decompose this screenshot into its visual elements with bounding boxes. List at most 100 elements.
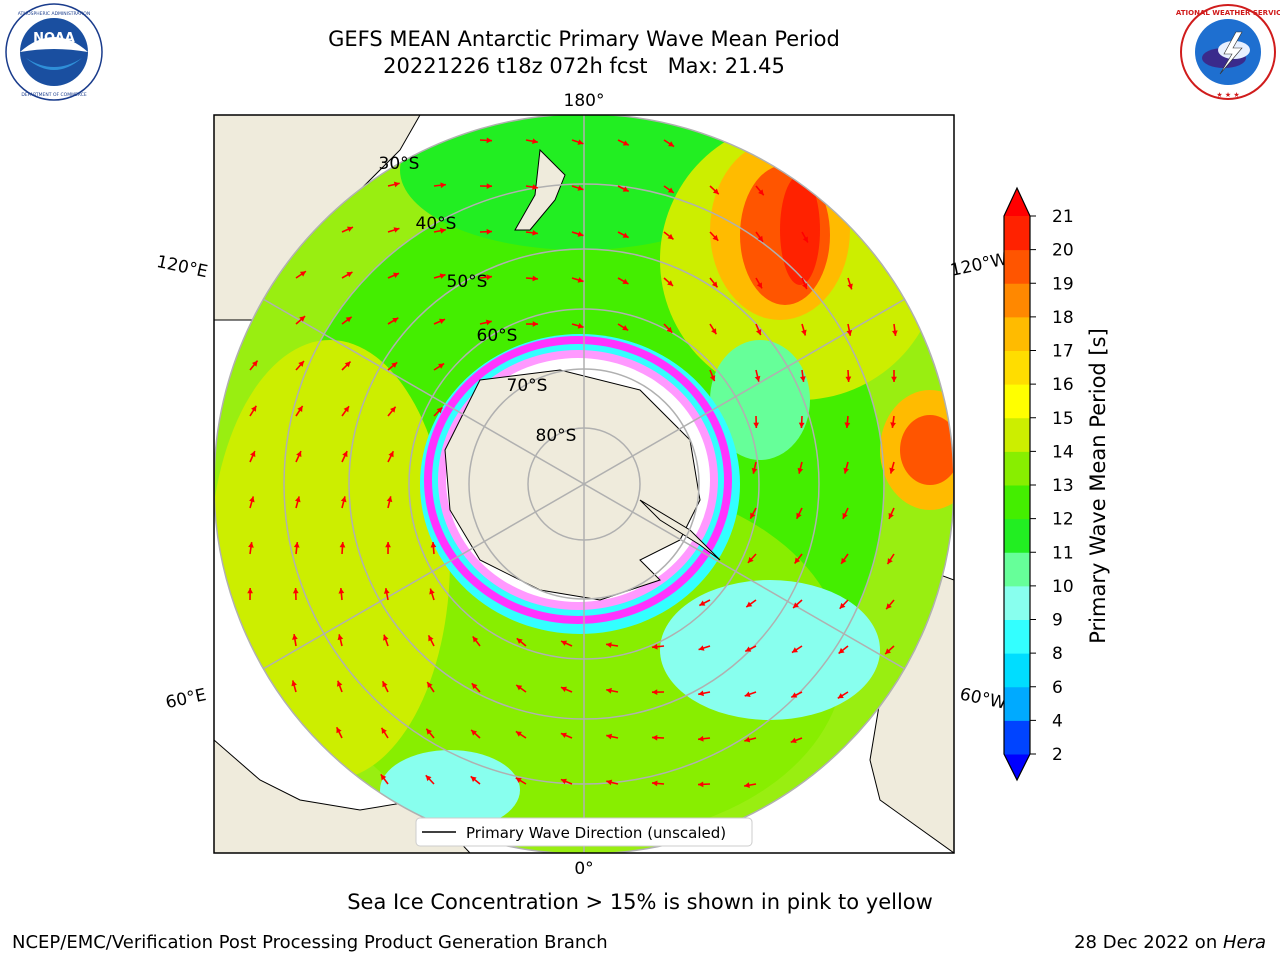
wave-arrow-head bbox=[838, 647, 845, 654]
wave-arrow-head bbox=[515, 777, 522, 783]
wave-arrow-head bbox=[699, 600, 706, 606]
wave-arrow-head bbox=[842, 512, 848, 519]
wave-arrow-head bbox=[698, 781, 704, 788]
wave-arrow-head bbox=[886, 603, 892, 610]
lat-label-30s: 30°S bbox=[379, 154, 420, 174]
wave-arrow-head bbox=[486, 274, 492, 281]
wave-arrow-head bbox=[439, 273, 446, 279]
wave-arrow-head bbox=[532, 229, 538, 236]
wave-arrow-head bbox=[844, 422, 851, 428]
land-antarctica bbox=[444, 369, 701, 601]
wave-arrow-head bbox=[428, 635, 434, 642]
wave-arrow-head bbox=[386, 496, 393, 503]
lon-label-60e: 60°E bbox=[164, 685, 208, 713]
map-legend: Primary Wave Direction (unscaled) bbox=[415, 817, 753, 847]
wave-arrow-head bbox=[390, 406, 396, 413]
wave-arrow-head bbox=[296, 451, 302, 458]
wave-arrow-head bbox=[344, 361, 351, 368]
wave-arrow-head bbox=[744, 782, 750, 788]
wave-arrow-head bbox=[652, 734, 658, 741]
ice-caption: Sea Ice Concentration > 15% is shown in … bbox=[347, 890, 933, 914]
wave-arrow-head bbox=[790, 737, 797, 744]
colorbar-swatch bbox=[1004, 316, 1030, 351]
wave-arrow-head bbox=[793, 602, 799, 609]
wave-arrow-head bbox=[249, 496, 255, 503]
footer-credit: NCEP/EMC/Verification Post Processing Pr… bbox=[12, 932, 608, 953]
wave-arrow-head bbox=[299, 271, 306, 277]
wave-arrow-head bbox=[750, 512, 756, 519]
nws-logo: NATIONAL WEATHER SERVICE ★ ★ ★ bbox=[1176, 4, 1280, 100]
colorbar-swatch bbox=[1004, 216, 1030, 251]
wave-arrow-head bbox=[338, 588, 345, 594]
wave-arrow-head bbox=[298, 361, 304, 367]
legend-label: Primary Wave Direction (unscaled) bbox=[466, 824, 726, 842]
wave-arrow-head bbox=[393, 181, 400, 188]
colorbar-swatch bbox=[1004, 451, 1030, 486]
colorbar-tick-label: 16 bbox=[1052, 375, 1074, 395]
wave-arrow-head bbox=[791, 647, 798, 653]
wave-arrow-head bbox=[250, 451, 256, 458]
wave-arrow-head bbox=[486, 137, 492, 144]
wave-arrow-head bbox=[800, 376, 806, 382]
colorbar-tick-label: 12 bbox=[1052, 510, 1074, 530]
land-africa bbox=[214, 739, 471, 853]
colorbar-swatch bbox=[1004, 384, 1030, 419]
colorbar-tick-label: 6 bbox=[1052, 678, 1063, 698]
wave-arrow-head bbox=[757, 235, 763, 242]
wave-arrow-head bbox=[470, 776, 477, 782]
wave-arrow-head bbox=[292, 634, 298, 640]
wave-arrow-head bbox=[711, 281, 718, 288]
wave-arrow-head bbox=[440, 227, 446, 234]
wave-arrow-head bbox=[436, 407, 443, 414]
wave-arrow-head bbox=[336, 727, 342, 734]
wave-arrow-head bbox=[839, 602, 846, 609]
wave-arrow-head bbox=[746, 601, 753, 608]
colorbar-max-extension bbox=[1004, 188, 1030, 216]
wave-arrow-head bbox=[251, 405, 257, 412]
chart-subtitle: 20221226 t18z 072h fcst Max: 21.45 bbox=[383, 54, 785, 78]
wave-arrow-head bbox=[577, 185, 584, 191]
wave-arrow-head bbox=[292, 588, 299, 594]
wave-arrow-head bbox=[427, 682, 433, 689]
wave-arrow-head bbox=[561, 640, 568, 646]
colorbar-tick-label: 20 bbox=[1052, 241, 1074, 261]
wave-arrow-head bbox=[711, 328, 717, 335]
wave-arrow-head bbox=[747, 557, 754, 563]
colorbar-swatch bbox=[1004, 283, 1030, 318]
wave-arrow-head bbox=[438, 363, 445, 369]
lon-label-120e: 120°E bbox=[155, 252, 210, 282]
wave-arrow-head bbox=[516, 638, 523, 644]
wave-arrow-head bbox=[802, 236, 808, 243]
wave-arrow-head bbox=[698, 645, 705, 651]
wave-arrow-head bbox=[667, 233, 674, 240]
wave-arrow-head bbox=[622, 140, 629, 146]
wave-arrow-head bbox=[885, 648, 891, 655]
colorbar-swatch bbox=[1004, 417, 1030, 452]
wave-arrow-head bbox=[471, 683, 478, 690]
wave-arrow-head bbox=[342, 451, 348, 458]
wave-arrow-head bbox=[380, 774, 387, 781]
wave-arrow-head bbox=[560, 732, 567, 739]
graticule bbox=[214, 115, 954, 853]
colorbar-swatch bbox=[1004, 350, 1030, 385]
wave-arrow-head bbox=[754, 375, 761, 382]
wave-arrow-head bbox=[472, 636, 479, 643]
wave-arrow-head bbox=[345, 316, 352, 323]
lat-label-40s: 40°S bbox=[416, 214, 457, 234]
wave-arrow-head bbox=[251, 360, 258, 367]
wave-arrow-head bbox=[843, 467, 849, 474]
colorbar-tick-label: 2 bbox=[1052, 745, 1063, 765]
wave-arrow-head bbox=[622, 278, 629, 284]
wave-arrow-head bbox=[383, 634, 389, 641]
wave-arrow-head bbox=[846, 330, 853, 336]
wave-arrow-head bbox=[346, 272, 353, 278]
colorbar-swatch bbox=[1004, 249, 1030, 284]
footer-host: Hera bbox=[1222, 932, 1266, 953]
wave-arrow-head bbox=[297, 405, 303, 412]
wave-arrow-head bbox=[343, 406, 350, 413]
lat-label-70s: 70°S bbox=[507, 376, 548, 396]
wave-arrow-head bbox=[756, 282, 763, 289]
wave-arrow-head bbox=[712, 188, 719, 195]
wave-arrow-head bbox=[516, 685, 523, 691]
